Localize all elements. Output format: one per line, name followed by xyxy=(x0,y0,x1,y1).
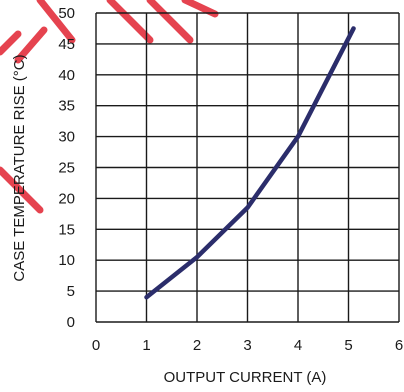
series-line xyxy=(147,28,354,297)
x-tick-label: 5 xyxy=(344,337,352,354)
watermark-stroke xyxy=(185,0,215,14)
y-tick-label: 15 xyxy=(58,221,75,238)
y-tick-labels: 0 5 10 15 20 25 30 35 40 45 50 xyxy=(58,5,75,331)
y-tick-label: 10 xyxy=(58,252,75,269)
y-tick-label: 35 xyxy=(58,98,75,115)
plot-grid xyxy=(96,13,399,322)
x-tick-label: 3 xyxy=(243,337,251,354)
y-tick-label: 45 xyxy=(58,36,75,53)
x-tick-labels: 0 1 2 3 4 5 6 xyxy=(92,337,403,354)
y-axis-label: CASE TEMPERATURE RISE (°C) xyxy=(11,54,28,281)
y-tick-label: 20 xyxy=(58,190,75,207)
x-axis-label: OUTPUT CURRENT (A) xyxy=(164,369,327,386)
x-tick-label: 1 xyxy=(142,337,150,354)
data-series xyxy=(147,28,354,297)
watermark-stroke xyxy=(0,34,18,52)
y-tick-label: 25 xyxy=(58,160,75,177)
y-tick-label: 40 xyxy=(58,67,75,84)
watermark-stroke xyxy=(150,0,190,40)
y-tick-label: 5 xyxy=(67,283,75,300)
x-tick-label: 0 xyxy=(92,337,100,354)
x-tick-label: 4 xyxy=(294,337,302,354)
x-tick-label: 2 xyxy=(193,337,201,354)
watermark-stroke xyxy=(110,0,150,40)
y-tick-label: 50 xyxy=(58,5,75,22)
y-tick-label: 0 xyxy=(67,314,75,331)
x-tick-label: 6 xyxy=(395,337,403,354)
y-tick-label: 30 xyxy=(58,129,75,146)
